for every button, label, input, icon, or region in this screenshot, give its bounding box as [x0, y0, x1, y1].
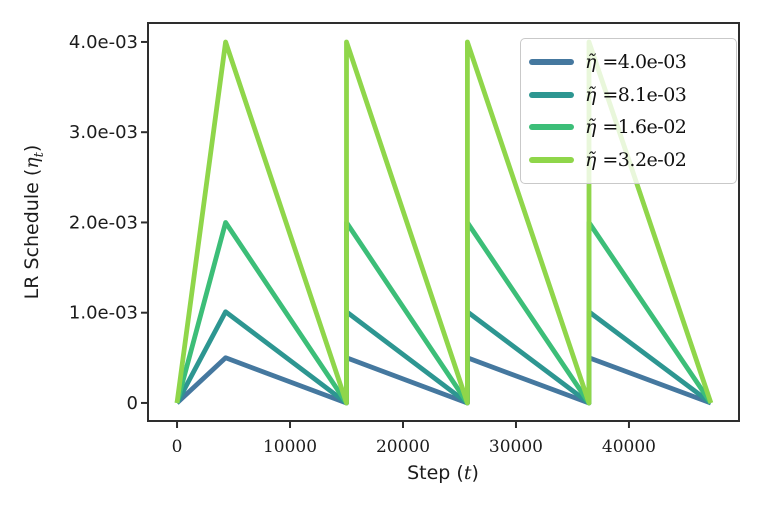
- y-tick-label: 4.0e-03: [69, 32, 138, 53]
- legend-line-swatch: [529, 59, 574, 66]
- y-axis-label: LR Schedule (ηt): [21, 145, 47, 300]
- legend-symbol: η̃: [585, 51, 597, 74]
- y-axis-label-subscript: t: [31, 152, 47, 158]
- x-tick-label: 40000: [602, 437, 656, 457]
- legend-entry: η̃ =4.0e-03: [529, 51, 728, 73]
- x-tick-label: 20000: [376, 437, 430, 457]
- x-axis-label-var: t: [463, 462, 472, 484]
- legend-symbol: η̃: [585, 83, 597, 106]
- legend-line-swatch: [529, 91, 574, 98]
- legend-entry: η̃ =8.1e-03: [529, 84, 728, 106]
- legend-value: =3.2e-02: [602, 148, 687, 171]
- series-line-2: [174, 220, 713, 406]
- y-tick-label: 2.0e-03: [69, 212, 138, 233]
- y-tick-label: 1.0e-03: [69, 303, 138, 324]
- legend-line-swatch: [529, 156, 574, 163]
- y-axis-label-suffix: ): [21, 144, 44, 153]
- y-axis-label-eta: η: [21, 157, 44, 169]
- legend-line-swatch: [529, 124, 574, 131]
- legend-symbol: η̃: [585, 148, 597, 171]
- legend-entry: η̃ =1.6e-02: [529, 116, 728, 138]
- x-tick-label: 0: [172, 437, 183, 457]
- x-tick-label: 10000: [263, 437, 317, 457]
- legend: η̃ =4.0e-03 η̃ =8.1e-03 η̃ =1.6e-02 η̃ =…: [520, 38, 737, 184]
- x-axis-label: Step (t): [407, 462, 479, 484]
- y-tick-label: 0: [127, 393, 138, 414]
- legend-value: =1.6e-02: [602, 116, 687, 139]
- legend-value: =8.1e-03: [602, 83, 687, 106]
- legend-entry: η̃ =3.2e-02: [529, 149, 728, 171]
- legend-value: =4.0e-03: [602, 51, 687, 74]
- y-tick-label: 3.0e-03: [69, 122, 138, 143]
- x-tick-label: 30000: [489, 437, 543, 457]
- x-axis-label-text: Step (: [407, 462, 464, 484]
- legend-symbol: η̃: [585, 116, 597, 139]
- x-axis-label-suffix: ): [471, 462, 479, 484]
- y-axis-label-text: LR Schedule (: [21, 168, 44, 300]
